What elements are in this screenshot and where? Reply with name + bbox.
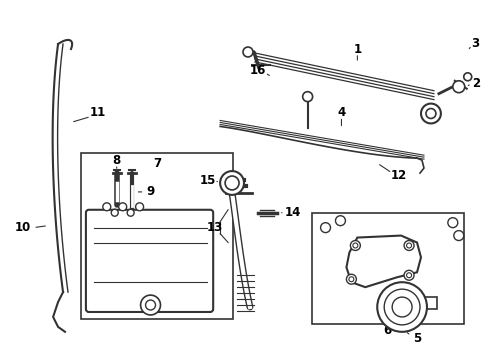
Circle shape (464, 73, 472, 81)
Circle shape (350, 240, 360, 251)
Circle shape (320, 223, 331, 233)
Circle shape (103, 203, 111, 211)
Circle shape (454, 231, 464, 240)
Circle shape (136, 203, 144, 211)
Circle shape (353, 243, 358, 248)
Circle shape (336, 216, 345, 226)
Text: 13: 13 (207, 221, 223, 234)
Circle shape (426, 109, 436, 118)
Circle shape (421, 104, 441, 123)
Circle shape (407, 243, 412, 248)
Bar (417, 297, 437, 309)
Text: 4: 4 (337, 106, 345, 119)
Text: 6: 6 (383, 324, 392, 337)
Circle shape (220, 171, 244, 195)
Text: 5: 5 (413, 332, 421, 345)
Text: 1: 1 (353, 42, 362, 55)
Circle shape (404, 240, 414, 251)
Text: 8: 8 (113, 154, 121, 167)
Text: 11: 11 (90, 106, 106, 119)
Text: 3: 3 (471, 37, 480, 50)
Text: 15: 15 (200, 174, 217, 186)
Circle shape (119, 203, 127, 211)
Circle shape (146, 300, 155, 310)
Circle shape (243, 47, 253, 57)
Circle shape (392, 297, 412, 317)
Circle shape (346, 274, 356, 284)
Circle shape (349, 277, 354, 282)
Bar (312, 213, 464, 324)
Circle shape (448, 218, 458, 228)
Circle shape (453, 81, 465, 93)
Circle shape (404, 270, 414, 280)
Circle shape (384, 289, 420, 325)
Text: 2: 2 (473, 77, 481, 90)
Circle shape (407, 273, 412, 278)
Circle shape (127, 209, 134, 216)
Circle shape (225, 176, 239, 190)
Circle shape (303, 92, 313, 102)
Circle shape (377, 282, 427, 332)
Bar (81, 153, 233, 319)
Text: 16: 16 (250, 64, 266, 77)
Circle shape (141, 295, 161, 315)
Text: 10: 10 (15, 221, 31, 234)
Text: 14: 14 (285, 206, 301, 219)
Circle shape (111, 209, 118, 216)
Text: 7: 7 (153, 157, 162, 170)
Text: 9: 9 (147, 185, 155, 198)
Text: 12: 12 (391, 168, 407, 181)
